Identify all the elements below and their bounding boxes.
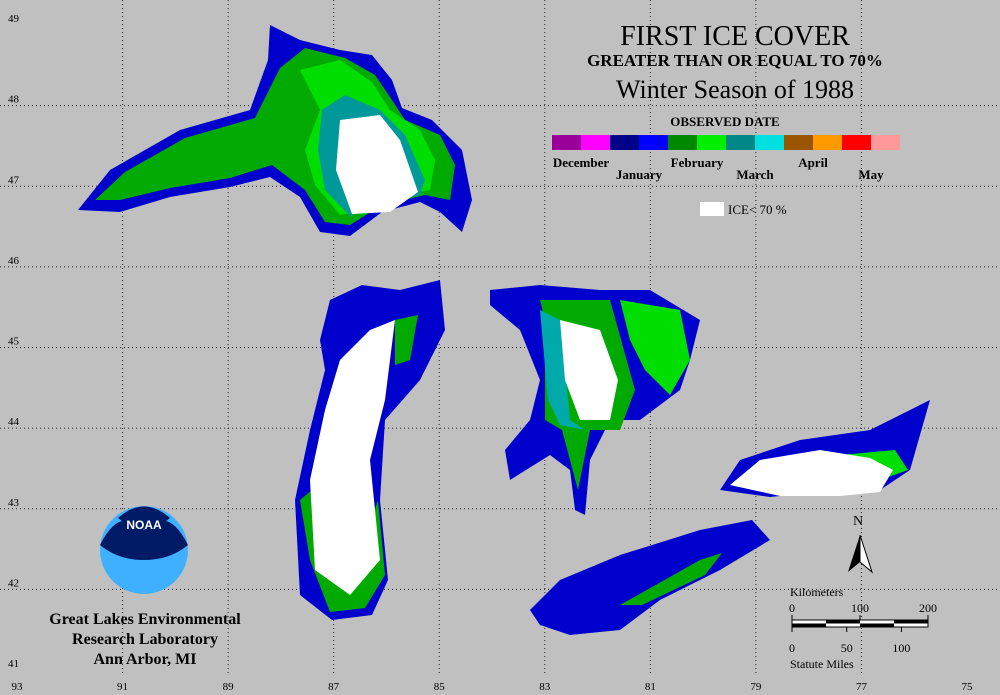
legend-swatch — [784, 135, 813, 150]
scale-segment — [826, 620, 860, 624]
lon-tick-label: 83 — [539, 681, 551, 693]
lat-tick-label: 49 — [8, 13, 20, 25]
lat-tick-label: 43 — [8, 497, 20, 509]
lat-tick-label: 41 — [8, 658, 19, 670]
ice-label: ICE< 70 % — [728, 202, 787, 217]
lon-tick-label: 81 — [645, 681, 656, 693]
scale-label: Kilometers — [790, 585, 844, 599]
legend-swatch — [755, 135, 784, 150]
lon-tick-label: 79 — [750, 681, 762, 693]
lon-tick-label: 87 — [328, 681, 340, 693]
lon-tick-label: 77 — [856, 681, 868, 693]
logo-text: NOAA — [126, 518, 162, 532]
lon-tick-label: 93 — [12, 681, 24, 693]
scale-label: Statute Miles — [790, 657, 854, 671]
legend-swatch — [697, 135, 726, 150]
legend-month: May — [858, 167, 884, 182]
lat-tick-label: 46 — [8, 255, 20, 267]
legend-swatch — [552, 135, 581, 150]
lat-tick-label: 47 — [8, 174, 20, 186]
lat-tick-label: 44 — [8, 416, 20, 428]
legend-swatch — [668, 135, 697, 150]
legend-swatch — [813, 135, 842, 150]
lake-michigan — [295, 280, 445, 620]
legend-swatch — [842, 135, 871, 150]
ice-swatch — [700, 202, 724, 216]
scale-tick-label: 0 — [789, 601, 795, 615]
legend-month: March — [736, 167, 774, 182]
scale-segment — [894, 620, 928, 624]
legend-month: April — [798, 155, 828, 170]
lake-superior — [78, 25, 472, 236]
subtitle: GREATER THAN OR EQUAL TO 70% — [587, 51, 883, 70]
lat-tick-label: 48 — [8, 94, 20, 106]
noaa-logo: NOAA — [100, 506, 188, 594]
lake-erie — [530, 520, 770, 635]
legend-swatch — [610, 135, 639, 150]
north-arrow — [848, 535, 860, 572]
legend-swatch — [639, 135, 668, 150]
lake-ontario — [720, 400, 930, 497]
scale-tick-label: 100 — [851, 601, 869, 615]
scale-tick-label: 50 — [841, 641, 853, 655]
title: FIRST ICE COVER — [620, 21, 850, 52]
lon-tick-label: 75 — [962, 681, 974, 693]
scale-bar: Kilometers 0 100 200 0 50 100 Statute Miles — [789, 585, 937, 671]
season: Winter Season of 1988 — [616, 75, 854, 104]
north-arrow — [859, 534, 874, 574]
credit: Research Laboratory — [72, 631, 218, 648]
north-label: N — [853, 514, 863, 529]
scale-segment — [860, 623, 894, 627]
scale-tick-label: 0 — [789, 641, 795, 655]
credit: Ann Arbor, MI — [94, 651, 197, 668]
lon-tick-label: 89 — [223, 681, 235, 693]
scale-tick-label: 200 — [919, 601, 937, 615]
legend-title: OBSERVED DATE — [670, 114, 779, 129]
credit: Great Lakes Environmental — [49, 611, 241, 628]
legend-month: February — [671, 155, 724, 170]
legend-swatch — [581, 135, 610, 150]
lake-huron — [490, 285, 700, 515]
legend: December January February March April May — [552, 135, 900, 182]
lat-tick-label: 42 — [8, 577, 19, 589]
lon-tick-label: 85 — [434, 681, 446, 693]
lat-tick-label: 45 — [8, 336, 20, 348]
scale-tick-label: 100 — [892, 641, 910, 655]
legend-month: January — [616, 167, 663, 182]
legend-swatch — [871, 135, 900, 150]
lon-tick-label: 91 — [117, 681, 128, 693]
scale-segment — [792, 623, 826, 627]
legend-swatch — [726, 135, 755, 150]
legend-month: December — [553, 155, 610, 170]
